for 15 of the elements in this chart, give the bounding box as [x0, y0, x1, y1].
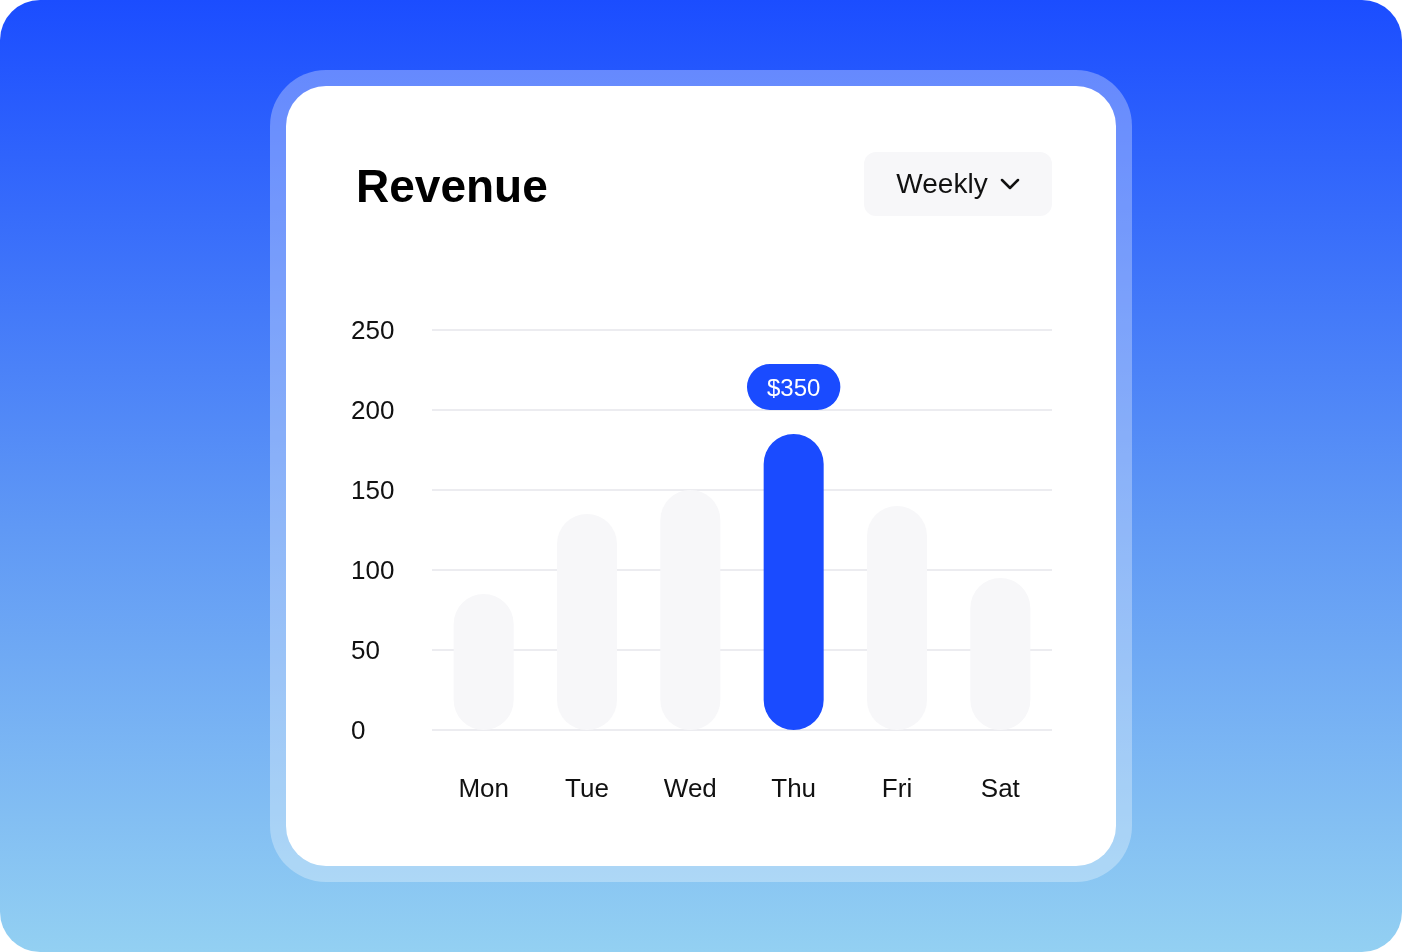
y-tick-label: 150 [351, 475, 395, 505]
x-tick-label: Thu [771, 773, 817, 803]
y-tick-label: 0 [351, 715, 366, 745]
chart-title: Revenue [356, 160, 548, 212]
y-tick-label: 100 [351, 555, 395, 585]
x-tick-label: Fri [881, 773, 913, 803]
y-tick-label: 50 [351, 635, 380, 665]
y-tick-label: 250 [351, 315, 395, 345]
x-tick-label: Tue [565, 773, 609, 803]
x-tick-label: Wed [663, 773, 717, 803]
x-tick-label: Sat [980, 773, 1021, 803]
y-tick-label: 200 [351, 395, 395, 425]
annotation: $350 [766, 373, 821, 401]
text: Weekly [896, 168, 988, 200]
x-tick-label: Mon [458, 773, 509, 803]
